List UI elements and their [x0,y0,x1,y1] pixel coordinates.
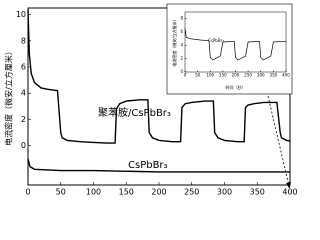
chart: 0 50 100 150 200 250 300 350 4000246810电流密度（微安/立… [4,3,298,197]
x-tick-label: 300 [257,73,265,78]
y-tick-label: 4 [180,42,183,47]
x-tick-label: 250 [184,188,199,197]
x-tick-label: 100 [206,73,214,78]
y-tick-label: 6 [180,29,183,34]
data-line [27,158,290,173]
y-tick-label: 0 [21,141,26,150]
y-axis-label: 电流密度（微安/立方厘米） [171,17,177,66]
pointer-arrow [267,95,290,187]
y-tick-label: 2 [21,115,26,124]
x-tick-label: 250 [244,73,252,78]
x-tick-label: 300 [217,188,232,197]
x-tick-label: 350 [270,73,278,78]
x-tick-label: 400 [282,188,297,197]
y-axis-label: 电流密度（微安/立方厘米） [4,47,14,146]
data-line [27,9,291,144]
series-label: 聚苯胺/CsPbBr₃ [98,106,171,119]
x-tick-label: 100 [86,188,101,197]
x-tick-label: 350 [250,188,265,197]
inset-background [166,3,293,95]
x-tick-label: 200 [151,188,166,197]
x-tick-label: 50 [195,73,201,78]
y-tick-label: 2 [180,56,183,61]
x-tick-label: 0 [184,73,187,78]
x-tick-label: 150 [219,73,227,78]
x-tick-label: 200 [232,73,240,78]
y-tick-label: 6 [21,63,26,72]
x-tick-label: 50 [56,188,66,197]
y-tick-label: 8 [180,16,183,21]
x-tick-label: 400 [282,73,290,78]
y-tick-label: 0 [180,69,183,74]
y-tick-label: 4 [21,89,26,98]
x-tick-label: 150 [119,188,134,197]
x-axis-label: 时间（秒） [226,84,246,90]
data-line [184,28,286,61]
y-tick-label: 8 [21,36,26,45]
x-tick-label: 0 [25,188,30,197]
series-label: CsPbBr₃ [208,38,224,43]
series-label: CsPbBr₃ [128,160,168,171]
y-tick-label: 10 [16,10,26,19]
